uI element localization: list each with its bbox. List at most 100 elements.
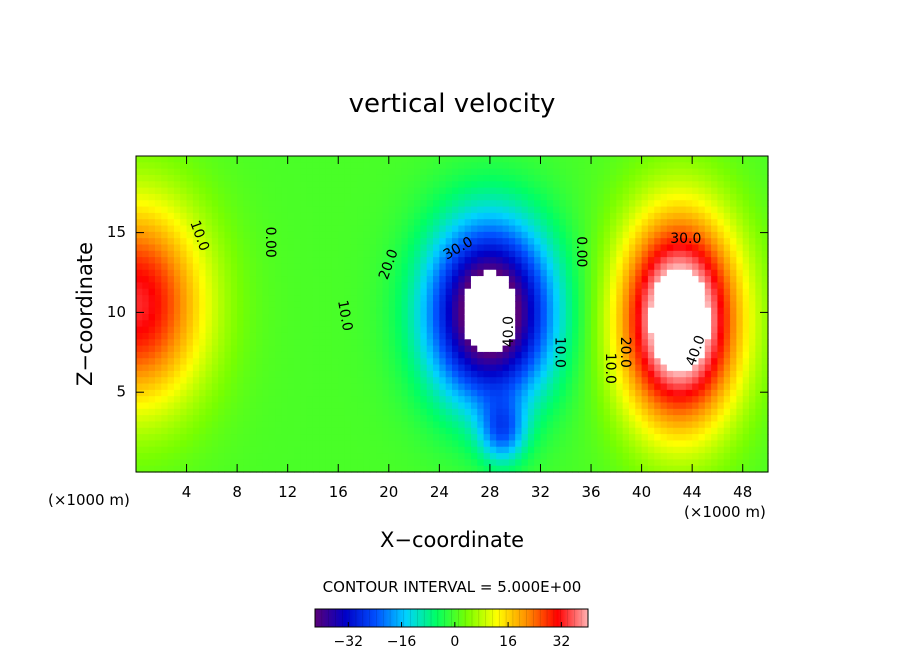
heatmap-cell (369, 370, 377, 378)
heatmap-cell (508, 339, 516, 347)
heatmap-cell (761, 174, 769, 182)
heatmap-cell (395, 415, 403, 423)
heatmap-cell (300, 465, 308, 473)
heatmap-cell (154, 162, 162, 170)
heatmap-cell (350, 301, 358, 309)
heatmap-cell (224, 282, 232, 290)
heatmap-cell (180, 193, 188, 201)
heatmap-cell (723, 307, 731, 315)
heatmap-cell (723, 174, 731, 182)
heatmap-cell (331, 415, 339, 423)
heatmap-cell (205, 320, 213, 328)
heatmap-cell (698, 181, 706, 189)
heatmap-cell (205, 408, 213, 416)
heatmap-cell (610, 225, 617, 233)
heatmap-cell (534, 156, 542, 163)
heatmap-cell (376, 326, 384, 334)
heatmap-cell (723, 465, 731, 473)
heatmap-cell (218, 206, 226, 214)
heatmap-cell (572, 332, 579, 340)
heatmap-cell (249, 339, 257, 347)
heatmap-cell (610, 263, 617, 271)
heatmap-cell (136, 358, 143, 366)
heatmap-cell (749, 396, 756, 404)
heatmap-cell (597, 396, 605, 404)
heatmap-cell (628, 446, 636, 454)
heatmap-cell (673, 156, 681, 163)
heatmap-cell (300, 225, 308, 233)
heatmap-cell (546, 364, 554, 372)
heatmap-cell (616, 200, 624, 208)
heatmap-cell (388, 408, 396, 416)
heatmap-cell (433, 408, 440, 416)
heatmap-cell (173, 339, 181, 347)
heatmap-cell (268, 402, 276, 410)
heatmap-cell (578, 383, 586, 391)
heatmap-cell (401, 421, 409, 429)
heatmap-cell (281, 162, 289, 170)
heatmap-cell (546, 314, 554, 321)
heatmap-cell (622, 219, 630, 227)
heatmap-cell (584, 225, 592, 233)
heatmap-cell (515, 459, 523, 467)
heatmap-cell (546, 200, 554, 208)
heatmap-cell (136, 427, 143, 435)
heatmap-cell (654, 212, 662, 220)
heatmap-cell (369, 339, 377, 347)
heatmap-cell (344, 396, 352, 404)
heatmap-cell (635, 370, 643, 378)
heatmap-cell (319, 358, 327, 366)
heatmap-cell (312, 415, 320, 423)
heatmap-cell (426, 288, 434, 296)
heatmap-cell (306, 307, 314, 315)
heatmap-cell (268, 174, 276, 182)
heatmap-cell (641, 427, 649, 435)
heatmap-cell (698, 358, 706, 366)
heatmap-cell (312, 351, 320, 359)
heatmap-cell (515, 440, 523, 448)
heatmap-cell (186, 231, 194, 239)
heatmap-cell (742, 326, 750, 334)
heatmap-cell (388, 326, 396, 334)
heatmap-cell (300, 295, 308, 302)
heatmap-cell (527, 282, 535, 290)
heatmap-cell (142, 415, 150, 423)
heatmap-cell (698, 427, 706, 435)
heatmap-cell (477, 200, 485, 208)
heatmap-cell (300, 434, 308, 441)
heatmap-cell (294, 301, 301, 309)
heatmap-cell (199, 351, 207, 359)
heatmap-cell (161, 231, 169, 239)
heatmap-cell (395, 345, 403, 353)
heatmap-cell (243, 465, 251, 473)
heatmap-cell (249, 250, 257, 258)
heatmap-cell (211, 465, 219, 473)
heatmap-cell (540, 427, 548, 435)
heatmap-cell (553, 440, 561, 448)
heatmap-cell (350, 282, 358, 290)
heatmap-cell (647, 370, 655, 378)
heatmap-cell (237, 257, 245, 265)
heatmap-cell (666, 250, 674, 258)
heatmap-cell (237, 415, 245, 423)
heatmap-cell (635, 276, 643, 283)
heatmap-cell (325, 301, 333, 309)
heatmap-cell (218, 187, 226, 195)
heatmap-cell (395, 206, 403, 214)
heatmap-cell (142, 231, 150, 239)
heatmap-cell (527, 408, 535, 416)
heatmap-cell (256, 193, 263, 201)
heatmap-cell (685, 389, 693, 397)
heatmap-cell (319, 156, 327, 163)
heatmap-cell (452, 358, 459, 366)
heatmap-cell (704, 307, 712, 315)
heatmap-cell (445, 396, 453, 404)
heatmap-cell (666, 181, 674, 189)
heatmap-cell (591, 389, 598, 397)
heatmap-cell (439, 257, 447, 265)
heatmap-cell (736, 427, 744, 435)
heatmap-cell (730, 339, 737, 347)
heatmap-cell (679, 465, 687, 473)
heatmap-cell (445, 276, 453, 283)
heatmap-cell (350, 358, 358, 366)
